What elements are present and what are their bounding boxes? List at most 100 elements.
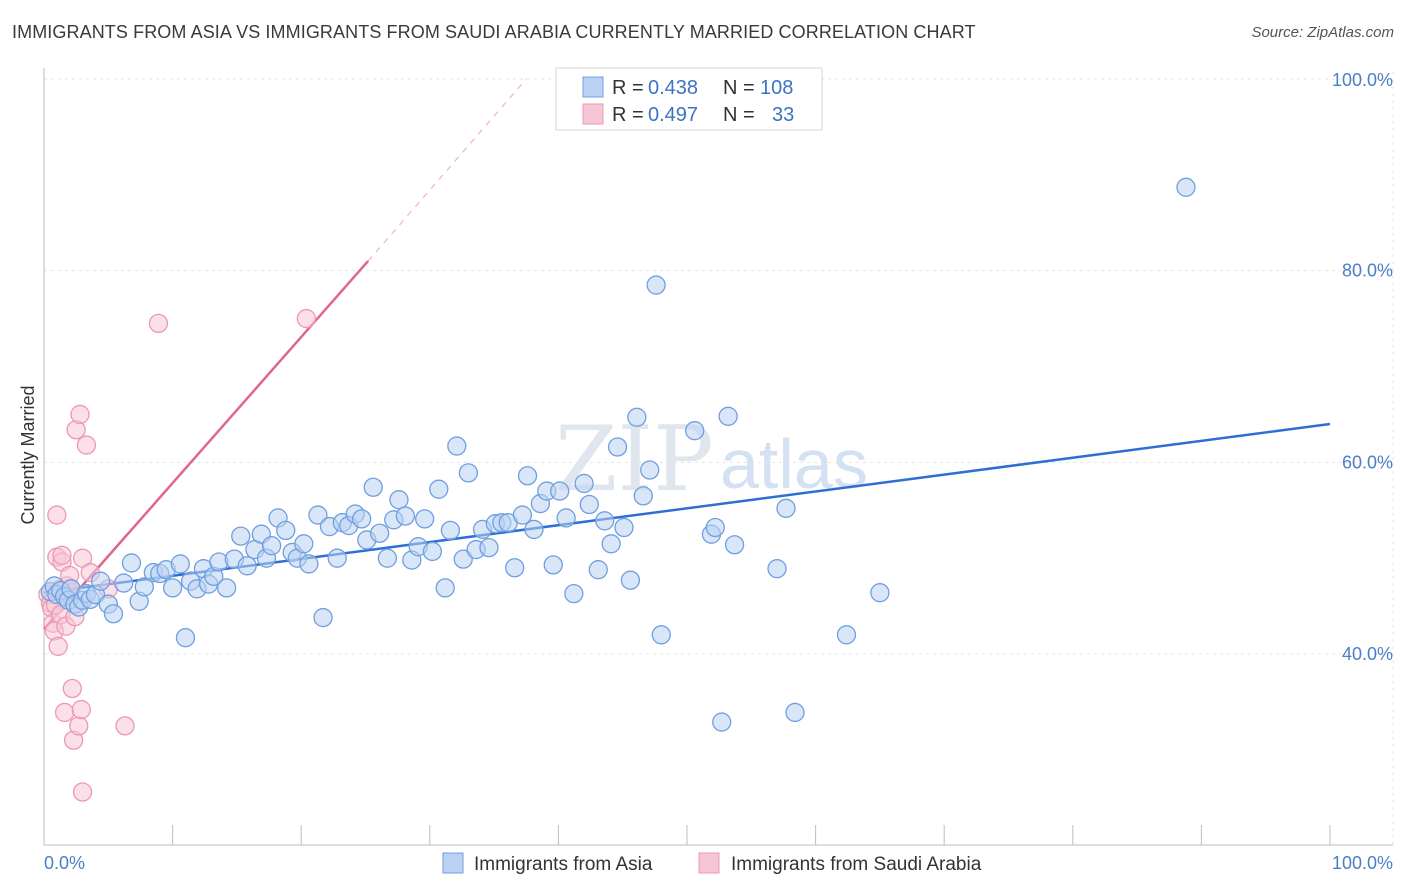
data-point-asia	[614, 517, 634, 538]
legend-r-label-asia: R =	[612, 77, 644, 99]
data-point-asia	[299, 554, 319, 574]
data-point-asia	[767, 559, 787, 579]
data-point-asia	[724, 535, 745, 555]
top-legend: R = 0.438 N = 108 R = 0.497 N = 33	[555, 67, 823, 131]
legend-swatch-saudi	[582, 103, 604, 125]
data-point-asia	[440, 520, 461, 541]
data-point-asia	[429, 479, 449, 499]
data-point-asia	[685, 421, 705, 441]
source-label: Source: ZipAtlas.com	[1251, 24, 1394, 41]
data-point-asia	[435, 578, 455, 598]
bottom-legend-swatch-asia	[442, 852, 464, 874]
data-point-asia	[134, 577, 154, 597]
data-point-saudi	[296, 308, 316, 329]
data-point-asia	[237, 556, 257, 576]
data-point-asia	[351, 509, 372, 529]
y-tick-label: 40.0%	[1342, 644, 1393, 664]
data-point-asia	[633, 486, 653, 506]
legend-r-label-saudi: R =	[612, 104, 644, 126]
watermark-atlas: atlas	[720, 425, 868, 503]
data-point-saudi	[52, 545, 72, 565]
chart-title: IMMIGRANTS FROM ASIA VS IMMIGRANTS FROM …	[12, 22, 976, 42]
legend-n-value-saudi: 33	[772, 104, 794, 126]
data-point-saudi	[54, 702, 75, 723]
y-tick-label: 100.0%	[1332, 70, 1393, 90]
data-point-asia	[377, 548, 398, 568]
data-point-asia	[170, 554, 190, 574]
data-point-asia	[505, 558, 525, 578]
data-point-asia	[718, 406, 738, 426]
series-asia-points	[40, 177, 1196, 732]
x-tick-label-min: 0.0%	[44, 853, 85, 873]
data-point-asia	[162, 578, 183, 598]
data-point-saudi	[69, 716, 89, 736]
data-point-saudi	[70, 404, 90, 425]
legend-n-label-asia: N =	[723, 77, 755, 99]
data-point-asia	[651, 625, 671, 645]
data-point-asia	[389, 490, 409, 510]
trend-line-asia	[43, 422, 1331, 594]
data-point-saudi	[148, 313, 169, 334]
data-point-asia	[447, 436, 467, 456]
data-point-asia	[422, 541, 443, 562]
data-point-asia	[607, 437, 628, 457]
data-point-asia	[646, 275, 666, 295]
data-point-asia	[512, 505, 533, 525]
data-point-asia	[705, 517, 725, 538]
data-point-asia	[712, 712, 732, 732]
data-point-asia	[369, 523, 390, 543]
bottom-legend: Immigrants from Asia Immigrants from Sau…	[442, 852, 982, 875]
trend-lines	[43, 78, 1331, 630]
data-point-asia	[90, 571, 111, 591]
data-point-asia	[550, 481, 570, 501]
data-point-asia	[517, 466, 538, 486]
axes	[43, 68, 1393, 846]
data-point-asia	[313, 607, 333, 628]
data-point-asia	[261, 536, 282, 556]
data-point-asia	[574, 473, 594, 494]
data-point-asia	[175, 628, 196, 648]
trend-line-saudi-extension	[367, 78, 527, 262]
data-point-saudi	[76, 435, 97, 455]
data-point-saudi	[48, 636, 68, 656]
legend-swatch-asia	[582, 76, 604, 98]
data-point-asia	[458, 463, 479, 483]
data-point-saudi	[47, 505, 67, 525]
data-point-saudi	[71, 699, 91, 720]
data-point-asia	[1176, 177, 1196, 197]
y-axis-label: Currently Married	[18, 385, 38, 524]
data-point-asia	[114, 573, 134, 593]
data-point-asia	[640, 460, 660, 480]
data-point-asia	[620, 570, 641, 590]
watermark: ZIP atlas	[555, 407, 868, 512]
data-point-asia	[524, 519, 544, 540]
data-point-asia	[601, 534, 621, 554]
data-point-asia	[216, 578, 237, 598]
data-point-asia	[453, 549, 473, 569]
data-point-asia	[870, 583, 890, 603]
data-point-asia	[556, 508, 576, 528]
data-point-asia	[363, 477, 383, 497]
bottom-legend-label-saudi: Immigrants from Saudi Arabia	[731, 854, 982, 875]
data-point-asia	[579, 494, 599, 515]
data-point-asia	[595, 511, 615, 531]
x-tick-label-max: 100.0%	[1332, 853, 1393, 873]
legend-r-value-asia: 0.438	[648, 77, 698, 99]
legend-r-value-saudi: 0.497	[648, 104, 698, 126]
bottom-legend-label-asia: Immigrants from Asia	[474, 854, 653, 875]
data-point-asia	[276, 520, 296, 541]
data-point-asia	[231, 526, 251, 546]
data-point-asia	[395, 506, 416, 526]
data-point-asia	[776, 498, 796, 518]
data-point-saudi	[72, 782, 93, 802]
data-point-asia	[564, 583, 584, 604]
data-point-saudi	[115, 716, 135, 736]
data-point-asia	[121, 553, 142, 573]
y-tick-label: 60.0%	[1342, 452, 1393, 472]
bottom-legend-swatch-saudi	[698, 852, 720, 874]
legend-n-label-saudi: N =	[723, 104, 755, 126]
data-point-asia	[327, 548, 347, 568]
data-point-asia	[836, 625, 857, 645]
data-point-asia	[588, 560, 608, 580]
